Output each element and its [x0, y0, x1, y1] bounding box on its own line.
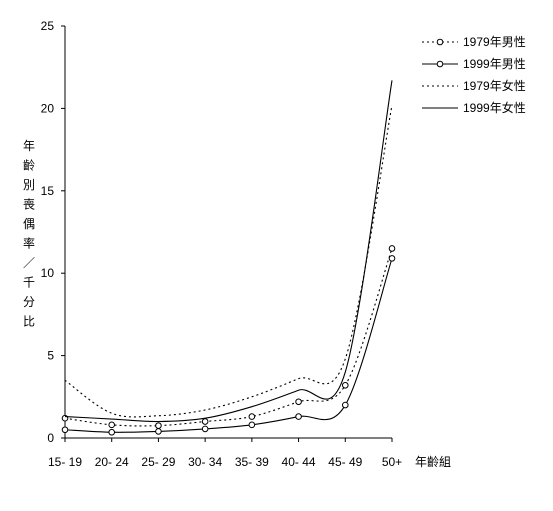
series-1	[61, 245, 396, 429]
y-label-char: 年	[23, 139, 35, 153]
series-line	[64, 80, 393, 423]
legend-label: 1979年男性	[463, 35, 526, 49]
series-line	[64, 105, 393, 418]
data-point	[108, 421, 116, 429]
x-tick-label: 15- 19	[48, 455, 82, 469]
y-tick-label: 0	[47, 431, 54, 445]
data-point	[108, 428, 116, 436]
x-tick-label: 45- 49	[328, 455, 362, 469]
x-tick-label: 50+	[382, 455, 402, 469]
y-tick-label: 20	[41, 101, 55, 115]
y-label-char: 別	[23, 178, 35, 192]
x-tick-label: 35- 39	[235, 455, 269, 469]
legend-label: 1979年女性	[463, 78, 526, 93]
data-point	[201, 425, 209, 433]
x-tick-label: 25- 29	[141, 455, 175, 469]
legend-marker	[436, 38, 444, 46]
y-label-char: 比	[23, 315, 35, 329]
x-axis-ticks: 15- 19 20- 24 25- 29 30- 34 35- 39 40- 44 45- …	[48, 438, 402, 469]
axes	[64, 26, 392, 439]
data-point	[388, 245, 396, 252]
data-point	[248, 421, 256, 429]
data-point	[61, 426, 69, 434]
y-label-char: 齡	[23, 159, 35, 173]
y-label-char: ／	[23, 256, 35, 270]
legend-item: 1999年男性	[422, 57, 526, 71]
x-tick-label: 40- 44	[282, 455, 316, 469]
legend-item: 1999年女性	[422, 100, 526, 115]
y-tick-label: 10	[41, 266, 55, 280]
series-line	[64, 258, 393, 433]
y-label-char: 千	[23, 276, 35, 290]
y-tick-label: 15	[41, 184, 55, 198]
legend-label: 1999年女性	[463, 100, 526, 115]
x-tick-label: 20- 24	[95, 455, 129, 469]
data-point	[295, 398, 302, 406]
legend-label: 1999年男性	[463, 57, 526, 71]
y-axis-ticks: 0 5 10 15 20 25	[41, 19, 65, 445]
series-group	[61, 80, 396, 436]
data-point	[201, 418, 209, 425]
series-line	[64, 248, 393, 427]
data-point	[155, 422, 162, 429]
data-point	[341, 381, 349, 389]
legend-marker	[436, 60, 444, 68]
series-3	[64, 105, 393, 418]
data-point	[388, 255, 396, 262]
y-tick-label: 25	[41, 19, 55, 33]
data-point	[341, 401, 349, 409]
legend: 1979年男性 1999年男性 1979年女性 1999年女性	[422, 35, 526, 115]
y-label-char: 偶	[23, 217, 35, 231]
y-label-char: 分	[23, 295, 35, 309]
data-point	[295, 413, 302, 420]
y-label-char: 率	[23, 236, 35, 251]
legend-item: 1979年男性	[422, 35, 526, 49]
y-tick-label: 5	[47, 349, 54, 363]
legend-item: 1979年女性	[422, 78, 526, 93]
series-2	[61, 255, 396, 436]
data-point	[155, 428, 162, 435]
x-axis-label: 年齡組	[415, 455, 451, 469]
x-tick-label: 30- 34	[188, 455, 222, 469]
series-4	[64, 80, 393, 423]
data-point	[248, 413, 256, 420]
y-label-char: 喪	[23, 198, 35, 212]
